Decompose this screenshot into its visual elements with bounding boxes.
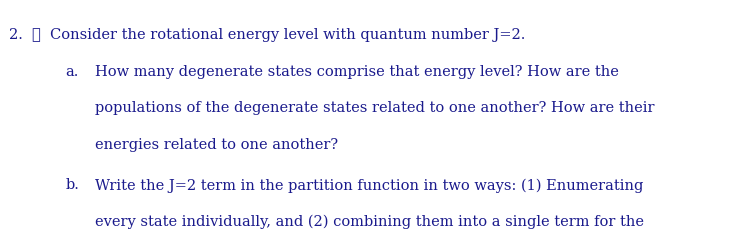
Text: populations of the degenerate states related to one another? How are their: populations of the degenerate states rel… xyxy=(95,101,654,115)
Text: Consider the rotational energy level with quantum number J=2.: Consider the rotational energy level wit… xyxy=(50,28,526,42)
Text: Write the J=2 term in the partition function in two ways: (1) Enumerating: Write the J=2 term in the partition func… xyxy=(95,178,643,193)
Text: b.: b. xyxy=(65,178,79,192)
Text: every state individually, and (2) combining them into a single term for the: every state individually, and (2) combin… xyxy=(95,215,644,229)
Text: 2.: 2. xyxy=(9,28,23,42)
Text: How many degenerate states comprise that energy level? How are the: How many degenerate states comprise that… xyxy=(95,65,619,79)
Text: energies related to one another?: energies related to one another? xyxy=(95,138,338,152)
Text: ✓: ✓ xyxy=(31,28,40,42)
Text: a.: a. xyxy=(65,65,79,79)
